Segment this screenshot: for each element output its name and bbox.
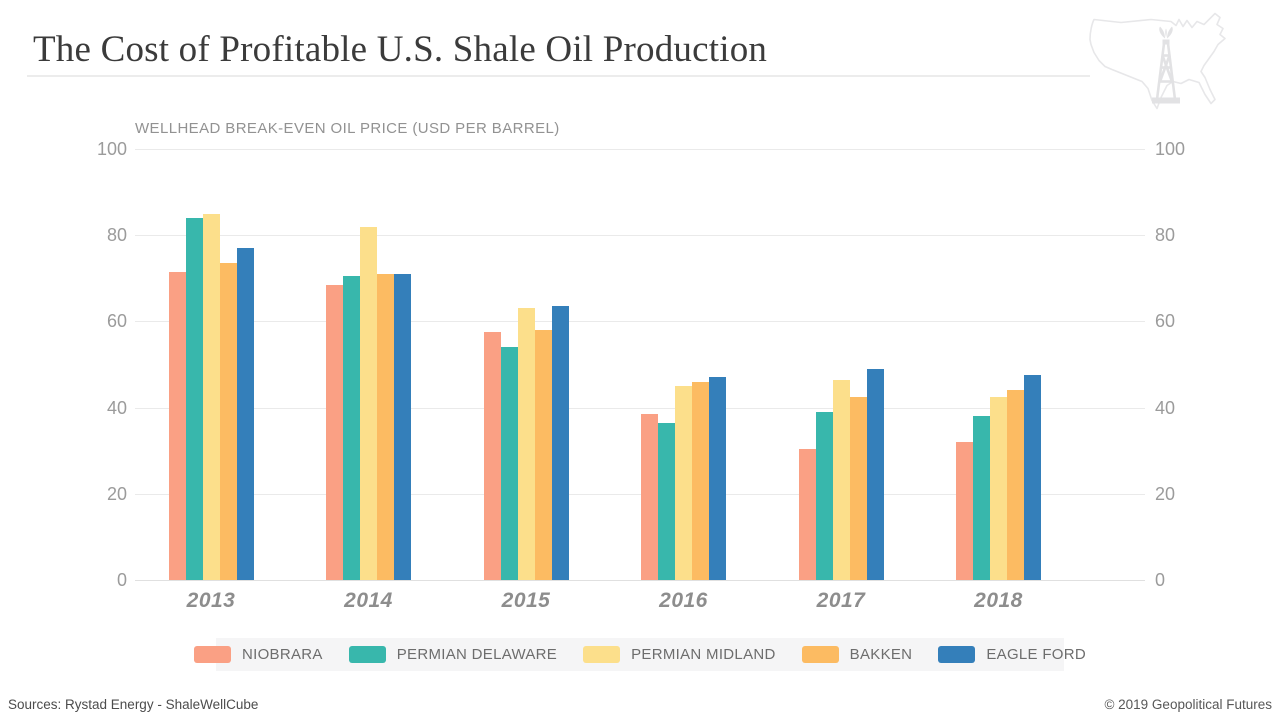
chart-subtitle: WELLHEAD BREAK-EVEN OIL PRICE (USD PER B… bbox=[135, 120, 560, 137]
bar-permian-midland-2014 bbox=[360, 227, 377, 580]
bar-niobrara-2017 bbox=[798, 449, 816, 580]
y-tick-right-0: 0 bbox=[1155, 570, 1166, 590]
legend-item-niobrara: NIOBRARA bbox=[193, 646, 323, 663]
bar-eagle-ford-2017 bbox=[866, 369, 884, 580]
bar-eagle-ford-2013 bbox=[236, 248, 254, 580]
bar-eagle-ford-2018 bbox=[1024, 375, 1041, 580]
gridline-100 bbox=[135, 149, 1145, 150]
bar-permian-midland-2018 bbox=[990, 397, 1007, 580]
y-tick-left-0: 0 bbox=[116, 570, 127, 590]
bar-permian-midland-2015 bbox=[517, 308, 535, 580]
bar-permian-midland-2016 bbox=[675, 386, 692, 580]
page-title: The Cost of Profitable U.S. Shale Oil Pr… bbox=[33, 29, 768, 70]
y-tick-left-40: 40 bbox=[106, 397, 127, 418]
legend-label: PERMIAN MIDLAND bbox=[631, 646, 776, 663]
us-map-outline-icon bbox=[1089, 12, 1226, 110]
bar-permian-delaware-2014 bbox=[343, 276, 360, 580]
legend-swatch-icon bbox=[938, 646, 976, 663]
bar-bakken-2017 bbox=[849, 397, 867, 580]
us-map-oil-derrick-icon bbox=[1076, 8, 1268, 126]
legend-label: PERMIAN DELAWARE bbox=[396, 646, 558, 663]
y-tick-left-20: 20 bbox=[106, 483, 127, 504]
bar-bakken-2013 bbox=[219, 263, 237, 580]
bar-niobrara-2015 bbox=[483, 332, 501, 580]
bar-chart-plot-area bbox=[135, 149, 1145, 581]
x-tick-2018: 2018 bbox=[974, 589, 1023, 612]
legend-item-bakken: BAKKEN bbox=[801, 646, 913, 663]
title-divider bbox=[27, 75, 1090, 77]
oil-derrick-icon bbox=[1152, 26, 1180, 104]
bar-eagle-ford-2015 bbox=[551, 306, 569, 580]
bar-eagle-ford-2014 bbox=[394, 274, 411, 580]
bar-group-2014 bbox=[326, 227, 411, 580]
chart-legend: NIOBRARA PERMIAN DELAWARE PERMIAN MIDLAND B… bbox=[193, 638, 1086, 671]
x-tick-2016: 2016 bbox=[659, 589, 708, 612]
gridline-40 bbox=[135, 407, 1145, 409]
bar-group-2013 bbox=[168, 214, 254, 580]
bar-permian-delaware-2017 bbox=[815, 412, 833, 580]
legend-swatch-icon bbox=[801, 646, 839, 663]
bar-permian-delaware-2016 bbox=[658, 423, 675, 580]
gridline-0 bbox=[135, 580, 1145, 581]
bar-bakken-2016 bbox=[692, 382, 709, 580]
bar-niobrara-2018 bbox=[956, 442, 973, 580]
y-tick-left-100: 100 bbox=[96, 139, 127, 159]
x-tick-2014: 2014 bbox=[344, 589, 393, 612]
legend-label: BAKKEN bbox=[849, 646, 913, 663]
bar-permian-delaware-2015 bbox=[500, 347, 518, 580]
bar-group-2017 bbox=[798, 369, 884, 580]
bar-bakken-2015 bbox=[534, 330, 552, 580]
legend-label: NIOBRARA bbox=[241, 646, 323, 663]
legend-swatch-icon bbox=[348, 646, 386, 663]
y-tick-right-40: 40 bbox=[1155, 397, 1176, 418]
y-tick-left-60: 60 bbox=[106, 311, 127, 332]
bar-permian-delaware-2018 bbox=[973, 416, 990, 580]
y-tick-right-20: 20 bbox=[1155, 483, 1176, 504]
bar-niobrara-2014 bbox=[326, 285, 343, 580]
gridline-20 bbox=[135, 493, 1145, 495]
y-tick-right-80: 80 bbox=[1155, 225, 1176, 246]
legend-item-permian-midland: PERMIAN MIDLAND bbox=[583, 646, 776, 663]
bar-permian-delaware-2013 bbox=[185, 218, 203, 580]
x-tick-2013: 2013 bbox=[186, 589, 236, 612]
y-tick-right-60: 60 bbox=[1155, 311, 1176, 332]
x-tick-2015: 2015 bbox=[501, 589, 551, 612]
bar-niobrara-2013 bbox=[168, 272, 186, 580]
bar-permian-midland-2013 bbox=[202, 214, 220, 580]
y-tick-left-80: 80 bbox=[106, 225, 127, 246]
bar-bakken-2014 bbox=[377, 274, 394, 580]
gridline-60 bbox=[135, 321, 1145, 323]
bar-niobrara-2016 bbox=[641, 414, 658, 580]
legend-item-permian-delaware: PERMIAN DELAWARE bbox=[348, 646, 558, 663]
bar-group-2016 bbox=[641, 377, 726, 580]
bar-eagle-ford-2016 bbox=[709, 377, 726, 580]
bar-group-2018 bbox=[956, 375, 1041, 580]
bar-bakken-2018 bbox=[1007, 390, 1024, 580]
legend-item-eagle-ford: EAGLE FORD bbox=[938, 646, 1086, 663]
bar-permian-midland-2017 bbox=[832, 380, 850, 580]
legend-label: EAGLE FORD bbox=[986, 646, 1087, 663]
sources-note: Sources: Rystad Energy - ShaleWellCube bbox=[8, 697, 259, 712]
y-tick-right-100: 100 bbox=[1155, 139, 1186, 159]
legend-swatch-icon bbox=[193, 646, 231, 663]
gridline-80 bbox=[135, 235, 1145, 237]
legend-swatch-icon bbox=[583, 646, 621, 663]
copyright-note: © 2019 Geopolitical Futures bbox=[1104, 697, 1272, 712]
bar-group-2015 bbox=[483, 306, 569, 580]
x-tick-2017: 2017 bbox=[816, 589, 866, 612]
